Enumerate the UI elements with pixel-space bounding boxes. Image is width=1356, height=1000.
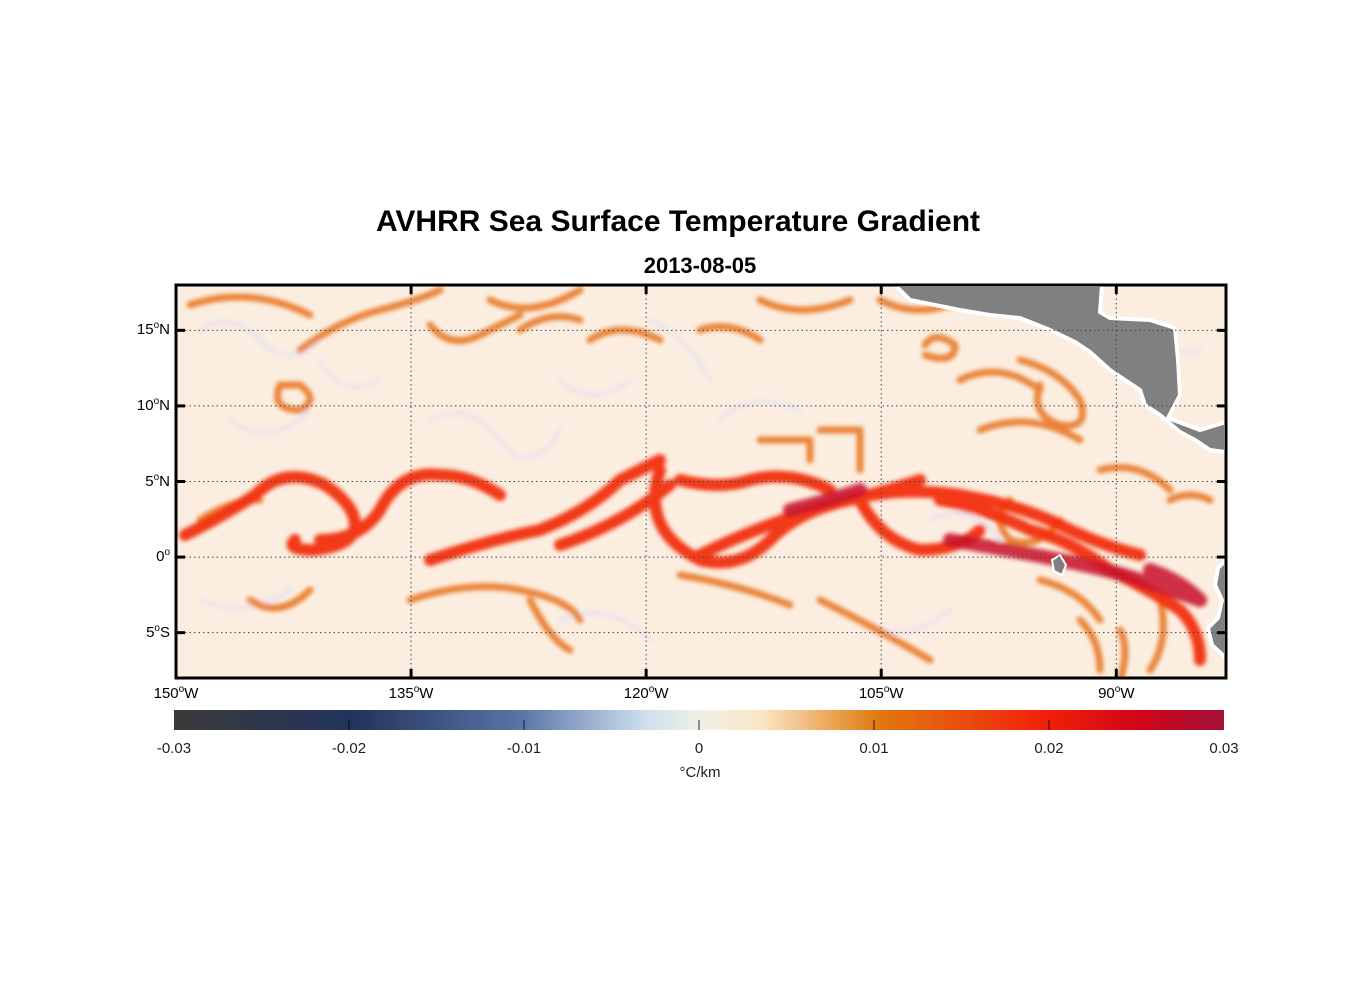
lon-tick-label: 150oW [153,684,199,702]
colorbar-tick-label: -0.02 [331,740,367,757]
colorbar-tick-label: 0 [694,740,704,757]
colorbar-tick-label: 0.02 [1034,740,1064,757]
colorbar-unit-label: °C/km [679,764,721,781]
lon-tick-label: 105oW [858,684,904,702]
lon-tick-label: 135oW [388,684,434,702]
lat-tick-label: 5oS [146,622,170,641]
colorbar-tick-label: 0.01 [859,740,889,757]
lat-tick-label: 0o [156,547,170,566]
lat-tick-label: 5oN [145,471,170,490]
map-frame-ticks [174,285,1226,678]
colorbar-tick-label: -0.03 [156,740,192,757]
colorbar-tick-label: 0.03 [1209,740,1239,757]
sst-gradient-field [176,285,1226,678]
chart-subtitle: 2013-08-05 [643,253,757,278]
chart-title: AVHRR Sea Surface Temperature Gradient [375,205,981,238]
lat-tick-label: 10oN [136,395,170,414]
colorbar-tick-label: -0.01 [506,740,542,757]
lon-tick-label: 90oW [1098,684,1135,702]
lon-tick-label: 120oW [623,684,669,702]
colorbar-ticks [348,720,1050,730]
lat-tick-label: 15oN [136,320,170,339]
